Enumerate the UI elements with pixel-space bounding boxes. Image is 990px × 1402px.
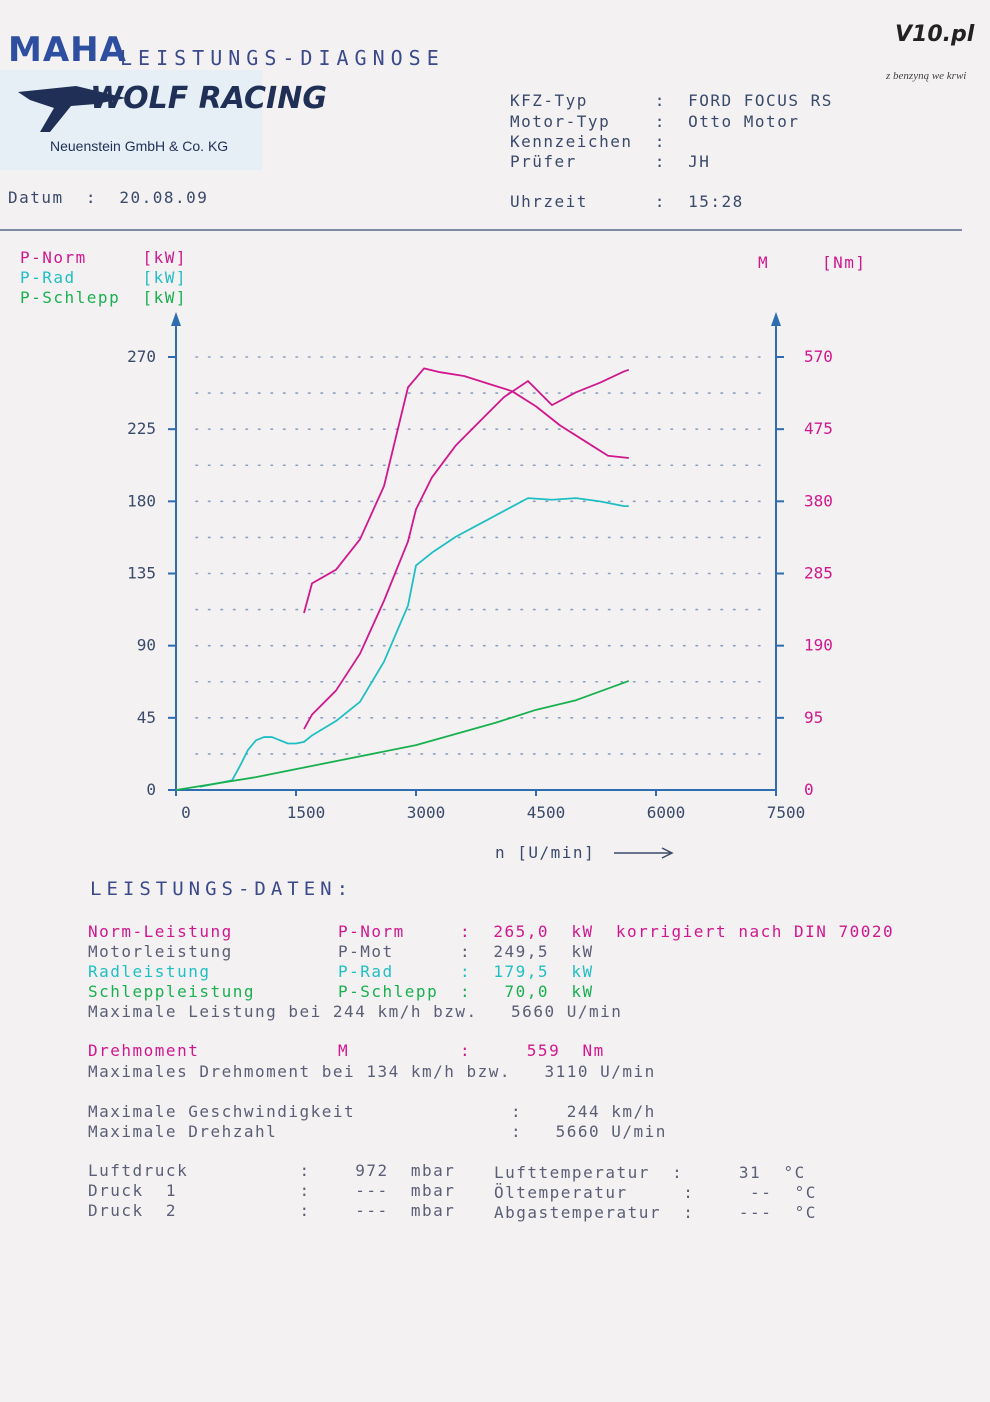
x-tick-label: 6000	[647, 803, 686, 822]
schlepp-key: P-Schlepp	[338, 982, 439, 1001]
x-tick-label: 0	[181, 803, 191, 822]
legend-p-rad: P-Rad [kW]	[20, 268, 187, 287]
kennzeichen-line: Kennzeichen :	[510, 132, 666, 151]
y-left-tick-label: 180	[127, 491, 156, 510]
mot-key: P-Mot	[338, 942, 394, 961]
druck1-line: Druck 1 : --- mbar	[88, 1181, 456, 1200]
right-axis-unit: [Nm]	[822, 253, 867, 272]
drehmoment-label: Drehmoment	[88, 1041, 200, 1060]
series-line-m	[303, 367, 629, 614]
dyno-chart: 0 45 90 135 180 225 270 0 95 190 285 380 475 570 0 1500…	[127, 312, 833, 822]
legend-p-schlepp: P-Schlepp [kW]	[20, 288, 187, 307]
y-left-tick-label: 45	[137, 708, 156, 727]
x-tick-label: 3000	[407, 803, 446, 822]
drehmoment-key: M	[338, 1041, 350, 1060]
y-right-tick-label: 570	[804, 347, 833, 366]
y-left-tick-label: 90	[137, 636, 156, 655]
motor-line: Motor-Typ : Otto Motor	[510, 112, 800, 131]
watermark-tagline: z benzyną we krwi	[886, 70, 967, 82]
mot-value: : 249,5 kW	[460, 942, 594, 961]
page-title: LEISTUNGS-DIAGNOSE	[120, 46, 445, 70]
company-logo-panel	[0, 70, 262, 170]
left-axis-arrow-icon	[171, 312, 181, 326]
header-divider	[0, 229, 962, 231]
max-drehzahl-line: Maximale Drehzahl : 5660 U/min	[88, 1122, 667, 1141]
series-line-p-rad	[199, 497, 629, 788]
druck2-line: Druck 2 : --- mbar	[88, 1201, 456, 1220]
y-right-tick-label: 95	[804, 708, 823, 727]
y-right-tick-label: 285	[804, 564, 833, 583]
right-axis-label: M	[758, 253, 770, 272]
arrow-right-icon	[614, 847, 674, 859]
watermark-logo: V10.pl	[895, 22, 975, 47]
date-line: Datum : 20.08.09	[8, 188, 209, 207]
max-geschwindigkeit-line: Maximale Geschwindigkeit : 244 km/h	[88, 1102, 656, 1121]
company-name: WOLF RACING	[90, 81, 327, 116]
legend-p-norm: P-Norm [kW]	[20, 248, 187, 267]
oeltemperatur-line: Öltemperatur : -- °C	[494, 1183, 817, 1202]
x-tick-label: 7500	[767, 803, 806, 822]
data-section-title: LEISTUNGS-DATEN:	[90, 878, 354, 900]
x-axis-label: n [U/min]	[495, 843, 596, 862]
x-tick-label: 4500	[527, 803, 566, 822]
maha-logo: MAHA	[8, 30, 127, 70]
rad-key: P-Rad	[338, 962, 394, 981]
mot-label: Motorleistung	[88, 942, 233, 961]
luftdruck-line: Luftdruck : 972 mbar	[88, 1161, 456, 1180]
series-line-p-norm	[303, 368, 630, 730]
y-left-tick-label: 225	[127, 419, 156, 438]
right-axis-arrow-icon	[771, 312, 781, 326]
drehmoment-value: : 559 Nm	[460, 1041, 605, 1060]
abgastemperatur-line: Abgastemperatur : --- °C	[494, 1203, 817, 1222]
y-right-tick-label: 475	[804, 419, 833, 438]
y-left-tick-label: 0	[146, 780, 156, 799]
y-right-tick-label: 0	[804, 780, 814, 799]
schlepp-label: Schleppleistung	[88, 982, 255, 1001]
company-subtitle: Neuenstein GmbH & Co. KG	[50, 138, 229, 154]
pruefer-line: Prüfer : JH	[510, 152, 711, 171]
schlepp-value: : 70,0 kW	[460, 982, 594, 1001]
max-drehmoment-line: Maximales Drehmoment bei 134 km/h bzw. 3…	[88, 1062, 656, 1081]
y-left-tick-label: 270	[127, 347, 156, 366]
norm-value: : 265,0 kW korrigiert nach DIN 70020	[460, 922, 895, 941]
y-right-tick-label: 380	[804, 491, 833, 510]
lufttemperatur-line: Lufttemperatur : 31 °C	[494, 1163, 806, 1182]
rad-label: Radleistung	[88, 962, 211, 981]
x-tick-label: 1500	[287, 803, 326, 822]
uhrzeit-line: Uhrzeit : 15:28	[510, 192, 744, 211]
rad-value: : 179,5 kW	[460, 962, 594, 981]
kfz-line: KFZ-Typ : FORD FOCUS RS	[510, 91, 833, 110]
series-line-p-schlepp	[175, 680, 630, 791]
norm-key: P-Norm	[338, 922, 405, 941]
wolf-icon	[18, 86, 126, 132]
max-leistung-line: Maximale Leistung bei 244 km/h bzw. 5660…	[88, 1002, 623, 1021]
y-left-tick-label: 135	[127, 564, 156, 583]
norm-label: Norm-Leistung	[88, 922, 233, 941]
y-right-tick-label: 190	[804, 636, 833, 655]
